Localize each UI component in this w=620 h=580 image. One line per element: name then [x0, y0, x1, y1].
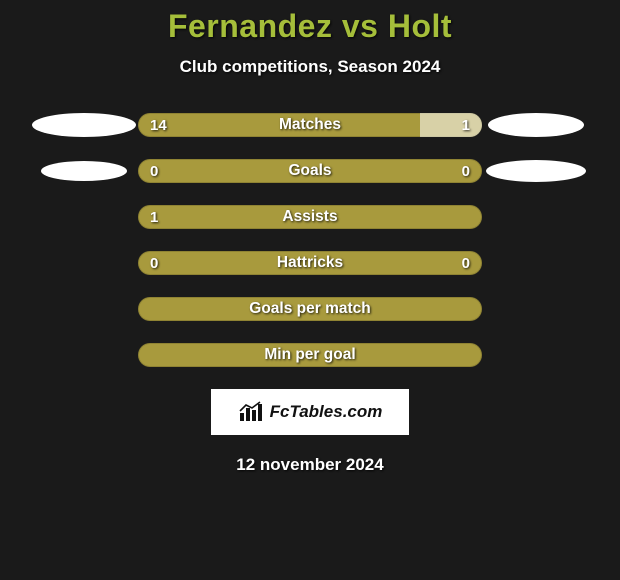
stats-list: 14 1 Matches 0 0 Goals 1 Assists 0 0 Hattricks Goal…	[0, 113, 620, 367]
stat-value-right: 0	[462, 255, 470, 272]
stat-value-left: 0	[150, 255, 158, 272]
stat-row: 0 0 Hattricks	[0, 251, 620, 275]
side-right	[482, 160, 590, 182]
stat-metric-label: Hattricks	[277, 254, 343, 272]
stat-metric-label: Matches	[279, 116, 341, 134]
stat-bar: Goals per match	[138, 297, 482, 321]
brand-chart-icon	[238, 401, 264, 423]
brand-badge[interactable]: FcTables.com	[211, 389, 409, 435]
brand-text: FcTables.com	[270, 402, 383, 422]
stat-bar: Min per goal	[138, 343, 482, 367]
stat-value-left: 0	[150, 163, 158, 180]
ellipse-placeholder	[488, 113, 584, 137]
stat-bar: 0 0 Hattricks	[138, 251, 482, 275]
subtitle: Club competitions, Season 2024	[0, 57, 620, 77]
stat-row: Goals per match	[0, 297, 620, 321]
side-left	[30, 113, 138, 137]
stat-value-left: 14	[150, 117, 167, 134]
stat-bar: 14 1 Matches	[138, 113, 482, 137]
stat-row: 14 1 Matches	[0, 113, 620, 137]
player-left-name: Fernandez	[168, 8, 333, 44]
stat-row: Min per goal	[0, 343, 620, 367]
side-left	[30, 161, 138, 181]
date-text: 12 november 2024	[0, 455, 620, 475]
ellipse-placeholder	[32, 113, 136, 137]
stat-metric-label: Goals	[288, 162, 331, 180]
ellipse-placeholder	[41, 161, 127, 181]
stat-bar: 0 0 Goals	[138, 159, 482, 183]
stat-value-right: 0	[462, 163, 470, 180]
stat-metric-label: Goals per match	[249, 300, 370, 318]
player-right-name: Holt	[388, 8, 452, 44]
stat-value-left: 1	[150, 209, 158, 226]
stat-bar-right-segment	[420, 113, 482, 137]
stat-metric-label: Min per goal	[264, 346, 355, 364]
page-title: Fernandez vs Holt	[0, 8, 620, 45]
stat-metric-label: Assists	[282, 208, 337, 226]
ellipse-placeholder	[486, 160, 586, 182]
stat-row: 1 Assists	[0, 205, 620, 229]
stat-value-right: 1	[462, 117, 470, 134]
stat-bar: 1 Assists	[138, 205, 482, 229]
stat-row: 0 0 Goals	[0, 159, 620, 183]
side-right	[482, 113, 590, 137]
vs-text: vs	[342, 8, 379, 44]
comparison-card: Fernandez vs Holt Club competitions, Sea…	[0, 0, 620, 475]
